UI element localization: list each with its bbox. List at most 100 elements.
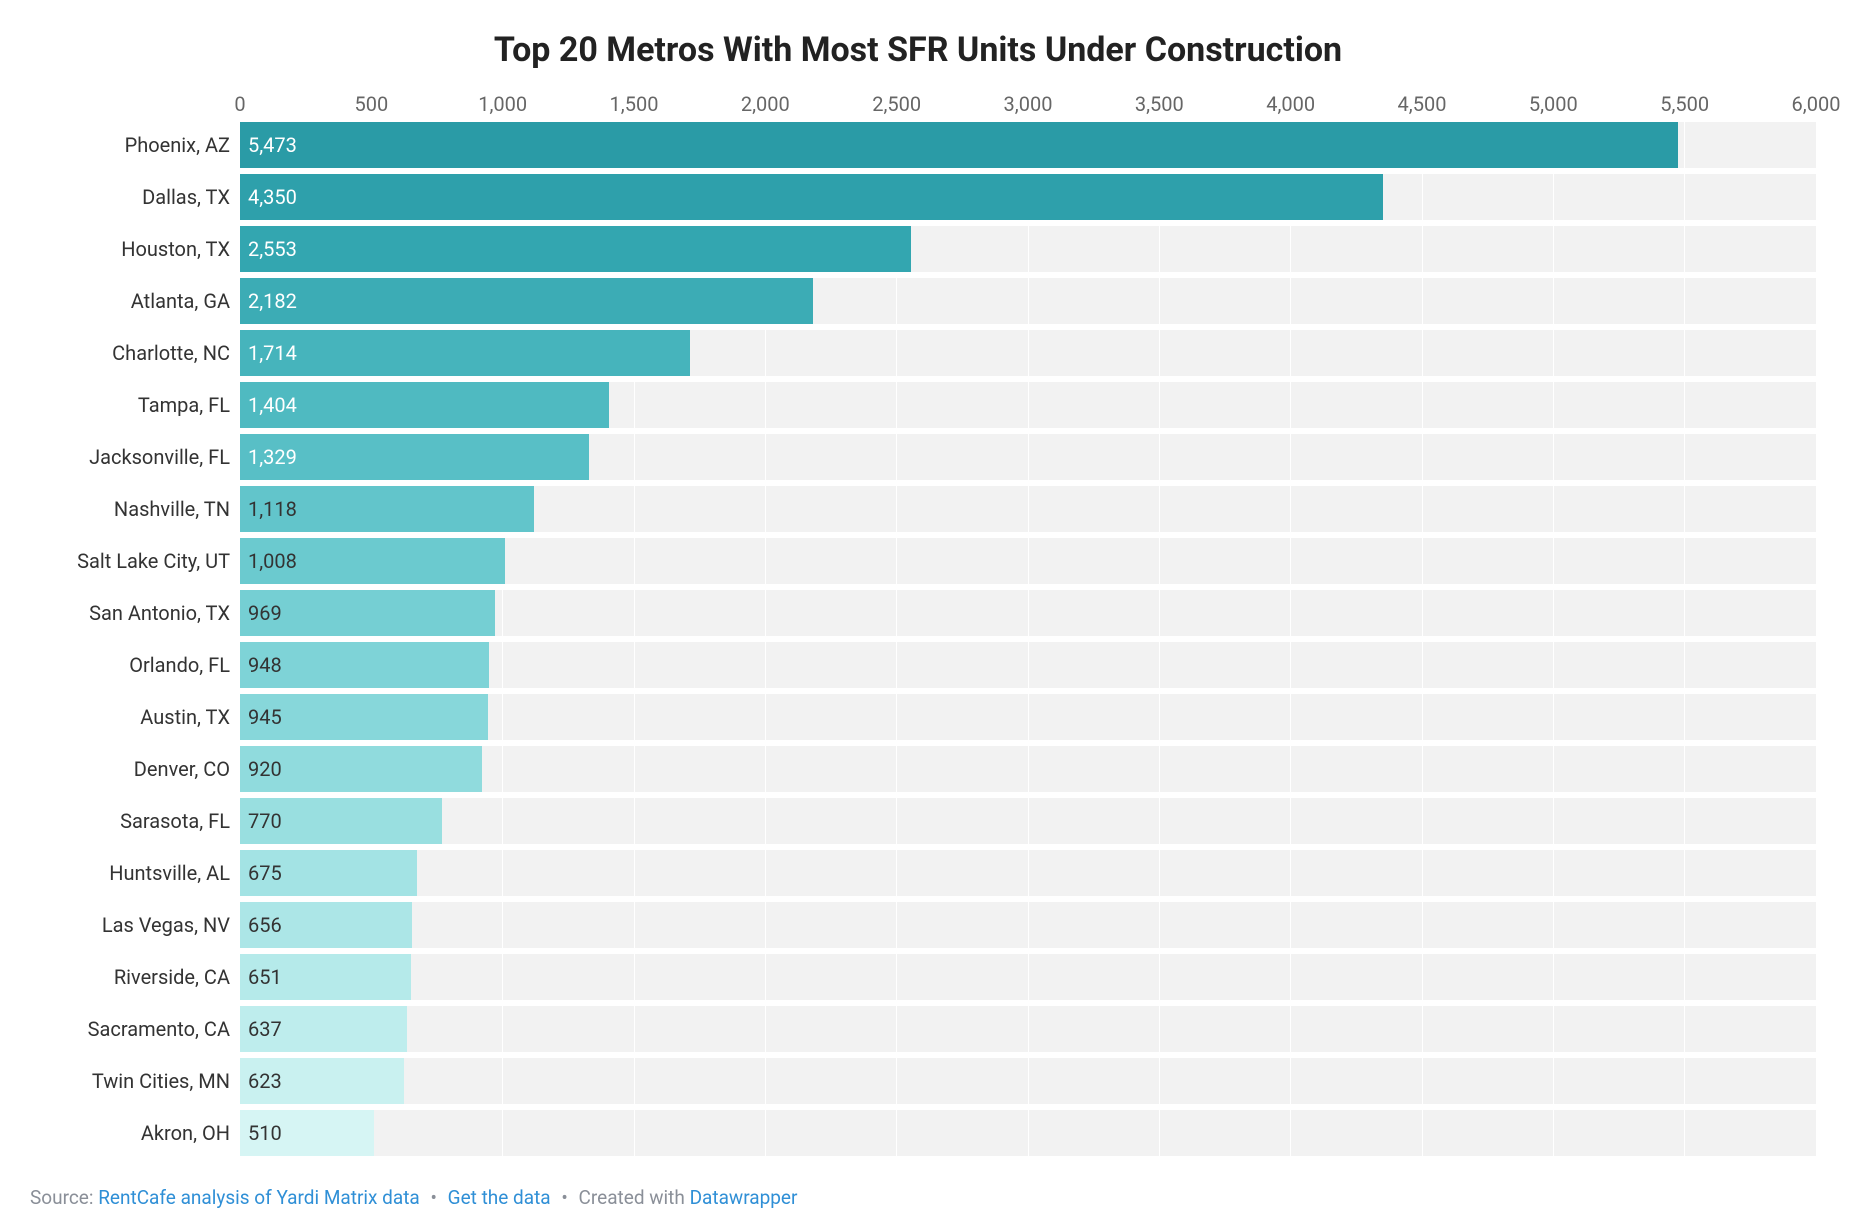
- bar-row: Twin Cities, MN623: [20, 1058, 1816, 1104]
- gridline: [1684, 122, 1685, 168]
- bar-track: 770: [240, 798, 1816, 844]
- grid-stripe: [897, 486, 1028, 532]
- grid-stripe: [1159, 746, 1290, 792]
- grid-stripe: [1553, 330, 1684, 376]
- grid-stripe: [1159, 382, 1290, 428]
- bar-row: Denver, CO920: [20, 746, 1816, 792]
- grid-stripe: [765, 954, 896, 1000]
- gridline: [1553, 798, 1554, 844]
- gridline: [1159, 850, 1160, 896]
- grid-stripe: [1159, 798, 1290, 844]
- bar-value-label: 5,473: [240, 133, 297, 157]
- gridline: [1422, 954, 1423, 1000]
- gridline: [1684, 590, 1685, 636]
- gridline: [1159, 1058, 1160, 1104]
- bar-value-label: 1,404: [240, 393, 297, 417]
- grid-stripe: [503, 1058, 634, 1104]
- grid-stripe: [897, 226, 1028, 272]
- gridline: [634, 694, 635, 740]
- grid-stripe: [897, 798, 1028, 844]
- grid-stripe: [765, 1058, 896, 1104]
- gridline: [502, 746, 503, 792]
- gridline: [896, 382, 897, 428]
- gridline: [1422, 850, 1423, 896]
- grid-stripe: [634, 538, 765, 584]
- bar-track: 1,714: [240, 330, 1816, 376]
- grid-stripe: [765, 330, 896, 376]
- gridline: [634, 1058, 635, 1104]
- x-axis-tick-label: 5,000: [1529, 92, 1578, 116]
- gridline: [1422, 486, 1423, 532]
- grid-stripe: [1685, 382, 1816, 428]
- x-axis-ticks: 05001,0001,5002,0002,5003,0003,5004,0004…: [240, 88, 1816, 122]
- grid-stripe: [1159, 850, 1290, 896]
- bar-track: 656: [240, 902, 1816, 948]
- grid-stripe: [1422, 538, 1553, 584]
- bar-row: Phoenix, AZ5,473: [20, 122, 1816, 168]
- grid-stripe: [503, 954, 634, 1000]
- grid-stripe: [1291, 1110, 1422, 1156]
- bar-category-label: Dallas, TX: [20, 174, 240, 220]
- grid-stripe: [503, 1006, 634, 1052]
- grid-stripe: [634, 954, 765, 1000]
- grid-stripe: [1159, 278, 1290, 324]
- gridline: [1290, 382, 1291, 428]
- gridline: [1684, 902, 1685, 948]
- grid-stripe: [1028, 590, 1159, 636]
- bar: 623: [240, 1058, 404, 1104]
- bar-row: Tampa, FL1,404: [20, 382, 1816, 428]
- bar-row: Sarasota, FL770: [20, 798, 1816, 844]
- grid-stripe: [1553, 694, 1684, 740]
- grid-stripe: [897, 1058, 1028, 1104]
- bar-value-label: 4,350: [240, 185, 297, 209]
- footer-datawrapper-link[interactable]: Datawrapper: [690, 1186, 798, 1209]
- grid-stripe: [1291, 746, 1422, 792]
- gridline: [1553, 434, 1554, 480]
- footer-source-link[interactable]: RentCafe analysis of Yardi Matrix data: [98, 1186, 420, 1209]
- grid-stripe: [1159, 642, 1290, 688]
- grid-stripe: [1685, 122, 1816, 168]
- grid-stripe: [1553, 590, 1684, 636]
- grid-stripe: [1159, 486, 1290, 532]
- bar: 637: [240, 1006, 407, 1052]
- gridline: [1290, 1110, 1291, 1156]
- gridline: [1159, 746, 1160, 792]
- gridline: [1028, 1110, 1029, 1156]
- grid-stripe: [765, 434, 896, 480]
- gridline: [1816, 434, 1817, 480]
- grid-stripe: [1028, 330, 1159, 376]
- gridline: [765, 954, 766, 1000]
- gridline: [1422, 590, 1423, 636]
- grid-stripe: [503, 850, 634, 896]
- gridline: [1159, 1110, 1160, 1156]
- gridline: [1290, 694, 1291, 740]
- gridline: [1816, 122, 1817, 168]
- gridline: [1422, 642, 1423, 688]
- bar-track: 1,404: [240, 382, 1816, 428]
- bar-value-label: 2,182: [240, 289, 297, 313]
- bar-category-label: Huntsville, AL: [20, 850, 240, 896]
- bar-track: 1,008: [240, 538, 1816, 584]
- gridline: [1684, 1058, 1685, 1104]
- bar-value-label: 1,714: [240, 341, 297, 365]
- gridline: [1553, 174, 1554, 220]
- bar-row: Charlotte, NC1,714: [20, 330, 1816, 376]
- gridline: [1553, 694, 1554, 740]
- bar-row: Atlanta, GA2,182: [20, 278, 1816, 324]
- grid-stripe: [1291, 590, 1422, 636]
- bar: 1,329: [240, 434, 589, 480]
- grid-stripe: [765, 850, 896, 896]
- grid-stripe: [1159, 1110, 1290, 1156]
- grid-stripe: [1291, 226, 1422, 272]
- footer-getdata-link[interactable]: Get the data: [448, 1186, 551, 1209]
- grid-stripe: [1422, 798, 1553, 844]
- gridline: [1422, 278, 1423, 324]
- gridline: [1553, 590, 1554, 636]
- bar-value-label: 770: [240, 809, 282, 833]
- grid-stripe: [1028, 434, 1159, 480]
- grid-stripe: [503, 538, 634, 584]
- bar-value-label: 920: [240, 757, 282, 781]
- grid-stripe: [1685, 1058, 1816, 1104]
- grid-stripe: [1291, 798, 1422, 844]
- gridline: [1159, 278, 1160, 324]
